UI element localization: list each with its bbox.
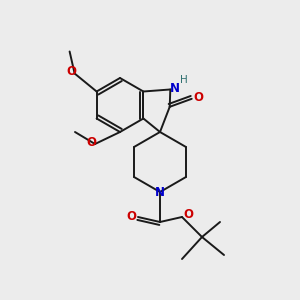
Text: O: O bbox=[183, 208, 193, 221]
Text: N: N bbox=[155, 185, 165, 199]
Text: N: N bbox=[170, 82, 180, 95]
Text: O: O bbox=[194, 91, 204, 104]
Text: O: O bbox=[67, 65, 76, 78]
Text: H: H bbox=[180, 76, 188, 85]
Text: O: O bbox=[126, 209, 136, 223]
Text: O: O bbox=[86, 136, 96, 149]
